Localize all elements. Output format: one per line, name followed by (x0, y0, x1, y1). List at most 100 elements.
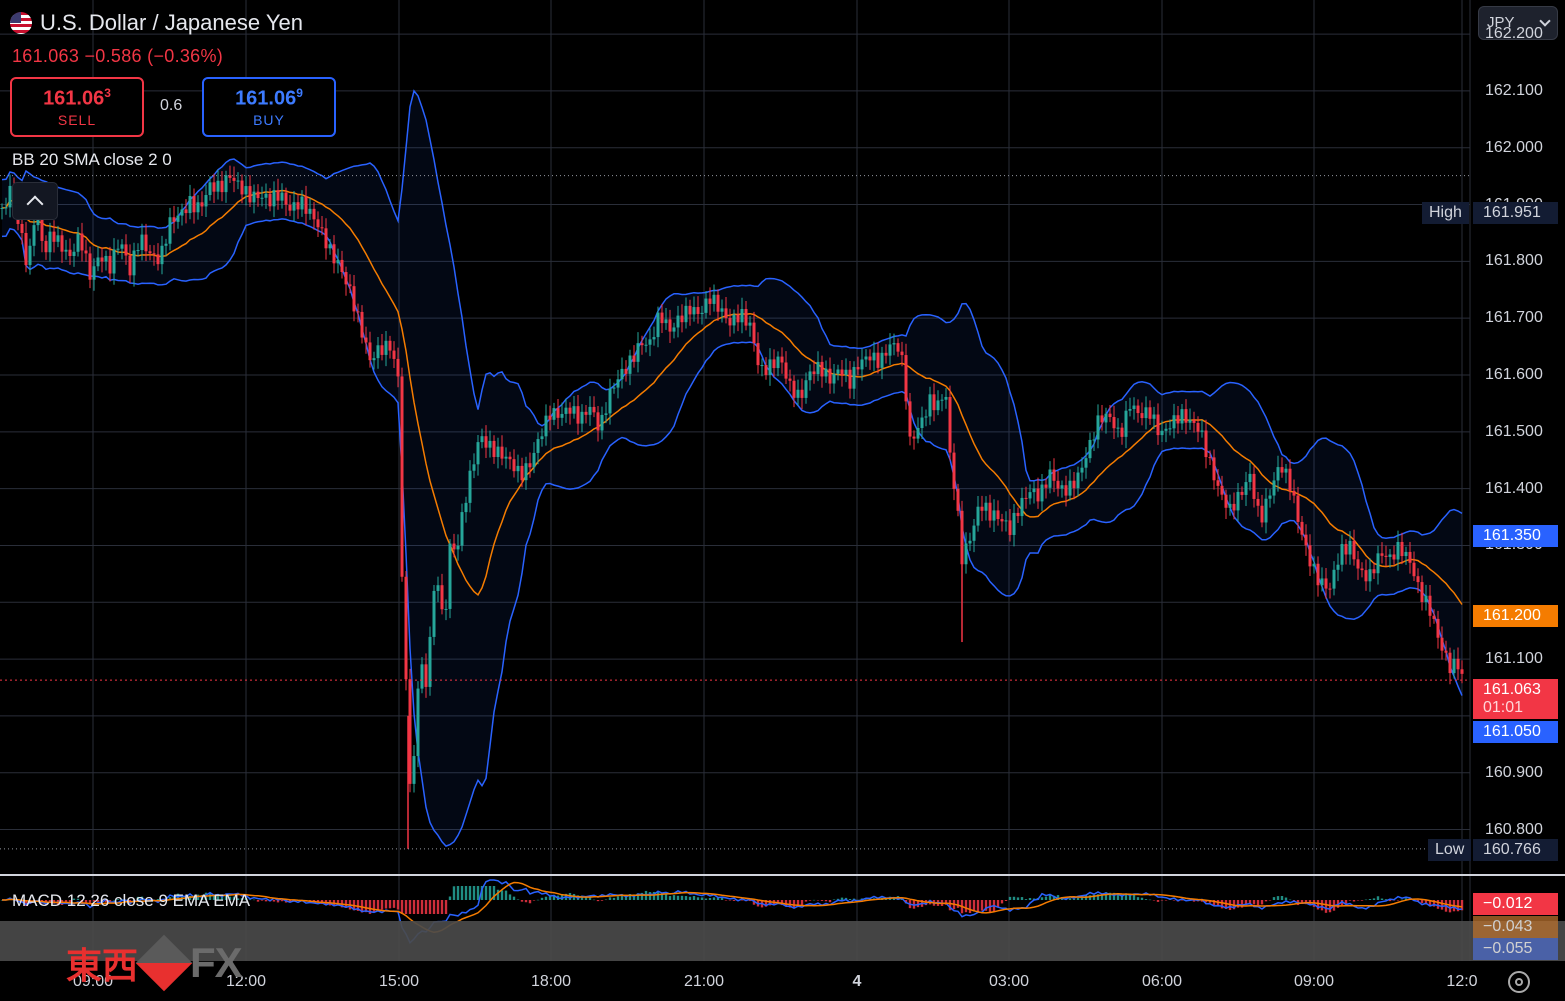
candle-body (488, 440, 492, 448)
candle-body (972, 525, 976, 541)
macd-histogram-bar (428, 900, 432, 914)
macd-histogram-bar (640, 892, 644, 900)
macd-histogram-bar (972, 900, 976, 912)
candle-body (1036, 488, 1040, 502)
candle-body (1304, 534, 1308, 546)
macd-histogram-bar (656, 891, 660, 900)
macd-histogram-bar (1276, 896, 1280, 900)
macd-signal-tag: −0.043 (1473, 916, 1558, 938)
candle-body (828, 368, 832, 384)
candle-body (304, 196, 308, 214)
candle-body (1080, 467, 1084, 473)
bollinger-upper-line (1, 89, 1463, 539)
macd-histogram-bar (216, 896, 220, 900)
candle-body (60, 235, 64, 252)
macd-histogram-bar (1216, 900, 1220, 907)
macd-histogram-bar (72, 898, 76, 900)
time-axis-label: 12:00 (225, 973, 267, 990)
settings-icon[interactable] (1508, 971, 1530, 993)
macd-histogram-bar (1148, 899, 1152, 901)
candle-body (552, 408, 556, 420)
macd-histogram-bar (244, 898, 248, 900)
candle-body (196, 202, 200, 213)
candle-body (640, 343, 644, 346)
candle-body (1116, 427, 1120, 429)
macd-histogram-bar (436, 900, 440, 914)
macd-histogram-bar (512, 896, 516, 900)
candle-body (1060, 485, 1064, 489)
candle-body (1260, 505, 1264, 523)
last-price: 161.063 (12, 46, 80, 66)
macd-histogram-bar (820, 900, 824, 901)
macd-legend[interactable]: MACD 12 26 close 9 EMA EMA (12, 891, 251, 910)
candle-body (76, 233, 80, 252)
candle-body (1224, 494, 1228, 508)
candle-body (1308, 545, 1312, 567)
candle-body (744, 309, 748, 326)
macd-histogram-bar (700, 897, 704, 900)
macd-histogram-bar (100, 900, 104, 903)
candle-body (1204, 430, 1208, 458)
macd-histogram-bar (1244, 900, 1248, 906)
macd-histogram-bar (824, 900, 828, 902)
bollinger-band-fill (2, 90, 1462, 847)
candle-body (1196, 422, 1200, 432)
macd-histogram-bar (796, 900, 800, 908)
macd-histogram-bar (460, 886, 464, 900)
macd-histogram-bar (1260, 900, 1264, 905)
candle-body (1428, 595, 1432, 616)
collapse-legend-button[interactable] (12, 182, 58, 220)
macd-histogram-bar (232, 896, 236, 900)
price-axis-label: 162.200 (1485, 25, 1543, 43)
basis-tag: 161.200 (1473, 605, 1558, 627)
candle-body (1412, 562, 1416, 577)
macd-histogram-bar (868, 898, 872, 900)
macd-histogram-bar (500, 890, 504, 900)
time-axis[interactable] (0, 961, 1565, 1001)
macd-histogram-bar (664, 893, 668, 900)
macd-histogram-bar (1172, 900, 1176, 901)
macd-histogram-bar (488, 886, 492, 900)
buy-button[interactable]: 161.069 BUY (202, 77, 336, 137)
macd-histogram-bar (768, 900, 772, 906)
candle-body (280, 192, 284, 201)
time-axis-label: 09:00 (72, 973, 114, 990)
macd-histogram-bar (384, 900, 388, 909)
sell-button[interactable]: 161.063 SELL (10, 77, 144, 137)
candle-body (556, 408, 560, 418)
macd-histogram-bar (444, 900, 448, 914)
macd-histogram-bar (416, 900, 420, 914)
candle-body (1192, 419, 1196, 423)
macd-histogram-bar (1024, 899, 1028, 900)
candle-body (424, 664, 428, 687)
currency-select[interactable]: JPY (1478, 6, 1558, 40)
candle-body (184, 209, 188, 214)
candle-body (700, 312, 704, 314)
candle-body (1172, 415, 1176, 429)
macd-histogram-bar (840, 897, 844, 900)
candle-body (1072, 480, 1076, 489)
candle-body (1232, 503, 1236, 511)
macd-histogram-bar (1428, 900, 1432, 907)
candle-body (256, 191, 260, 199)
candle-body (756, 343, 760, 366)
macd-histogram-bar (696, 897, 700, 900)
candle-body (240, 180, 244, 195)
macd-histogram-bar (400, 900, 404, 914)
macd-histogram-bar (1404, 898, 1408, 900)
bollinger-legend[interactable]: BB 20 SMA close 2 0 (12, 150, 172, 169)
macd-histogram-bar (1120, 894, 1124, 900)
candle-body (448, 543, 452, 609)
macd-histogram-bar (968, 900, 972, 914)
candle-body (472, 464, 476, 471)
candle-body (260, 197, 264, 199)
candle-body (1460, 669, 1464, 674)
candle-body (68, 249, 72, 257)
macd-histogram-bar (1012, 896, 1016, 900)
macd-histogram-bar (1000, 900, 1004, 904)
candle-body (1124, 410, 1128, 437)
candle-body (412, 756, 416, 784)
macd-histogram-bar (668, 896, 672, 900)
candle-body (500, 446, 504, 459)
